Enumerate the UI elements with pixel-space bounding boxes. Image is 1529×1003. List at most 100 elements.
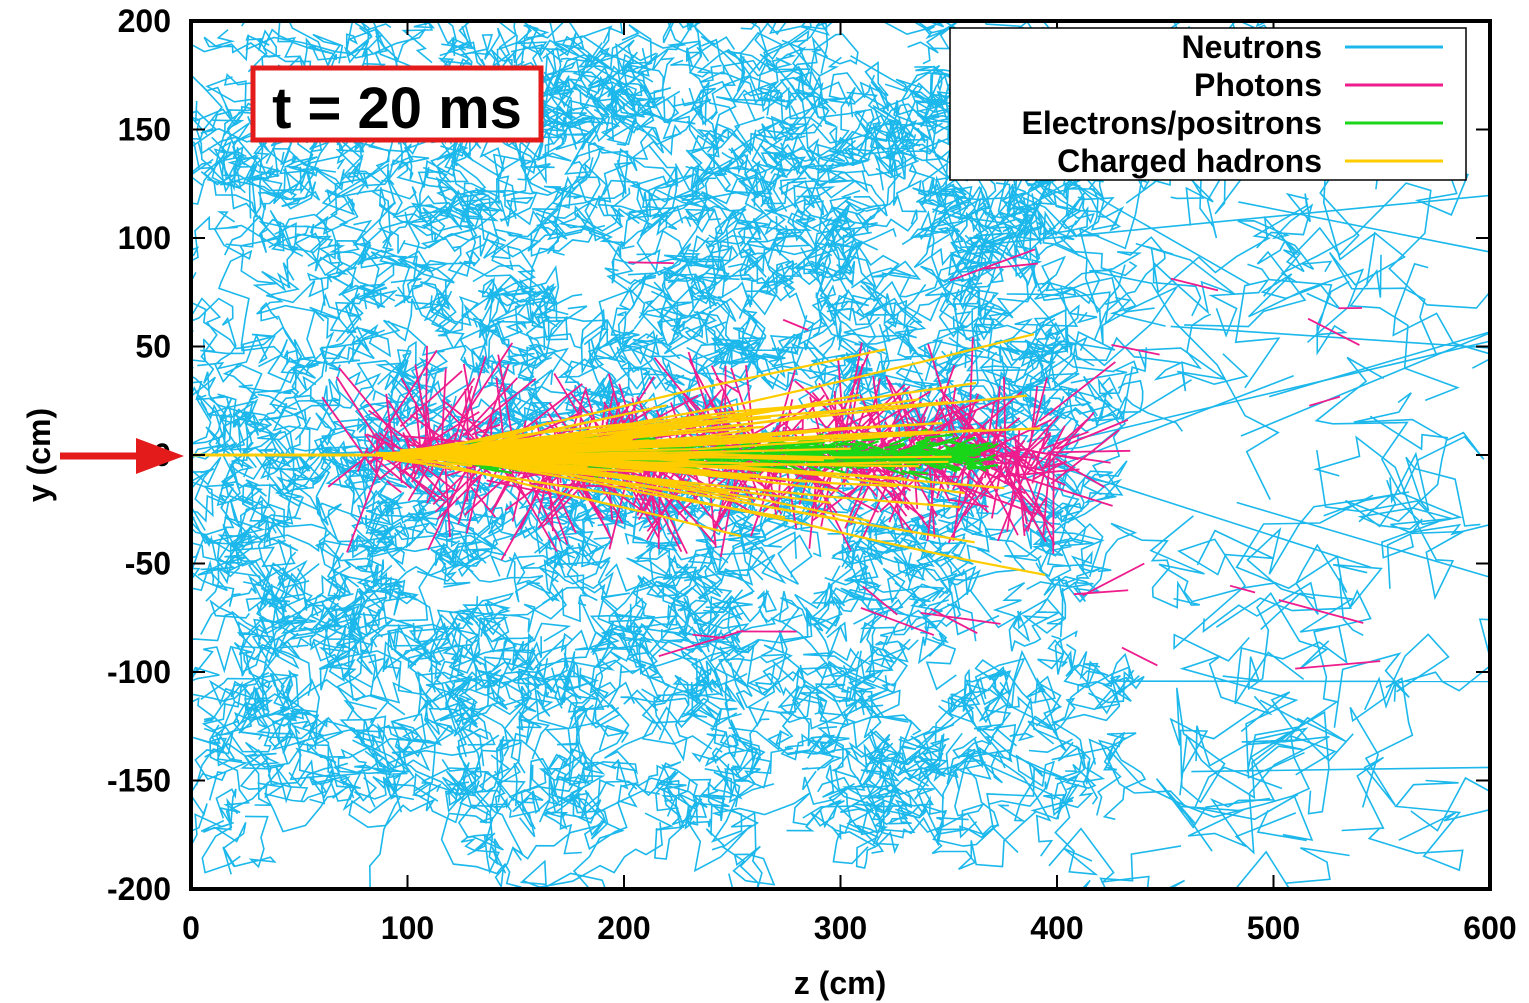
neutron-track — [238, 239, 364, 320]
neutron-track — [372, 519, 480, 622]
neutron-track — [1043, 744, 1099, 805]
neutron-track — [383, 290, 457, 356]
neutron-track — [482, 153, 525, 223]
neutron-track — [923, 589, 1066, 636]
neutron-track — [948, 196, 1037, 276]
neutron-track — [830, 521, 921, 574]
electron-track — [841, 446, 866, 456]
electron-track — [924, 433, 954, 440]
neutron-track — [546, 707, 606, 804]
neutron-track — [191, 272, 317, 391]
neutron-track — [859, 585, 945, 687]
neutron-track — [1234, 592, 1355, 705]
neutron-track — [1341, 677, 1414, 832]
photon-track — [981, 463, 1019, 536]
neutron-track — [203, 446, 257, 529]
neutron-track — [885, 524, 958, 657]
neutron-track — [1070, 360, 1139, 403]
neutron-track — [832, 539, 911, 663]
neutron-track — [856, 808, 900, 855]
neutron-track — [753, 88, 829, 172]
neutron-track — [653, 203, 721, 302]
neutron-track — [410, 202, 490, 231]
photon-track — [1050, 429, 1120, 485]
neutron-track — [262, 209, 304, 257]
neutron-track — [1333, 652, 1410, 728]
neutron-track — [549, 758, 607, 824]
neutron-track — [517, 128, 555, 181]
photon-track — [386, 480, 402, 494]
neutron-track — [191, 394, 242, 455]
neutron-track — [1049, 379, 1144, 433]
neutron-track — [1050, 652, 1135, 783]
neutron-track — [191, 297, 251, 444]
neutron-track — [420, 189, 499, 249]
neutron-track — [976, 295, 1095, 389]
neutron-track — [208, 674, 286, 740]
photon-track — [1002, 461, 1045, 517]
neutron-track — [505, 77, 609, 146]
neutron-track — [913, 161, 1019, 250]
neutron-track — [639, 98, 725, 151]
neutron-track — [543, 185, 625, 209]
hadron-track — [436, 422, 549, 456]
neutron-track — [1202, 543, 1364, 637]
neutron-track — [382, 194, 451, 244]
neutron-track — [518, 773, 602, 838]
neutron-track — [872, 118, 930, 150]
neutron-track — [776, 665, 909, 730]
electron-track — [966, 453, 996, 469]
neutron-track — [447, 236, 542, 277]
neutron-track — [1246, 491, 1410, 600]
neutron-track — [357, 715, 467, 758]
y-tick-label: 50 — [135, 329, 171, 365]
photon-track — [1082, 562, 1145, 597]
neutron-track — [1078, 157, 1214, 314]
neutron-track — [1398, 776, 1490, 841]
photon-track — [939, 388, 1002, 463]
neutron-track — [365, 499, 414, 553]
neutron-track — [568, 704, 630, 786]
neutron-track — [691, 718, 770, 763]
neutron-track — [917, 599, 950, 665]
y-tick-label: 200 — [118, 3, 171, 39]
neutron-track — [506, 551, 616, 694]
neutron-track — [1313, 435, 1464, 601]
neutron-track — [951, 211, 997, 282]
y-tick-label: -100 — [107, 654, 171, 690]
photon-track — [511, 469, 526, 522]
photon-track — [1030, 433, 1052, 467]
x-axis-label: z (cm) — [794, 965, 886, 1001]
hadron-track — [381, 452, 668, 459]
neutron-track — [240, 739, 309, 802]
neutron-track — [197, 136, 281, 200]
neutron-track — [875, 602, 962, 651]
neutron-track — [853, 598, 957, 691]
neutron-track — [582, 705, 723, 775]
neutron-track — [333, 262, 395, 343]
neutron-track — [1234, 847, 1350, 889]
neutron-track — [806, 605, 841, 635]
neutron-track — [260, 128, 341, 210]
neutron-track — [477, 616, 536, 673]
electron-track — [908, 470, 929, 475]
neutron-track — [1237, 203, 1333, 273]
photon-track — [462, 377, 519, 437]
photon-track — [984, 262, 1038, 270]
neutron-track — [278, 677, 353, 790]
electron-track — [936, 448, 949, 455]
photon-track — [1047, 449, 1131, 454]
hadron-track — [394, 415, 712, 455]
neutron-track — [807, 212, 879, 286]
neutron-track — [266, 464, 313, 541]
photon-track — [1042, 454, 1052, 536]
hadron-track — [382, 457, 634, 498]
neutron-track — [743, 504, 813, 585]
photon-track — [500, 480, 546, 561]
neutron-track — [737, 310, 786, 379]
neutron-track — [1038, 501, 1105, 575]
photon-track — [365, 449, 412, 490]
neutron-track — [1008, 562, 1060, 652]
neutron-track — [1005, 294, 1115, 373]
photon-track — [1229, 584, 1256, 594]
